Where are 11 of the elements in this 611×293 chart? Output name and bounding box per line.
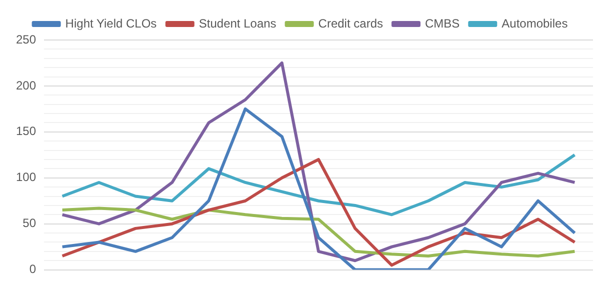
legend-label: Automobiles	[502, 16, 568, 30]
y-tick-label: 50	[22, 216, 36, 230]
y-tick-label: 150	[16, 124, 36, 138]
legend-label: Student Loans	[198, 16, 276, 30]
y-tick-label: 100	[16, 170, 36, 184]
y-tick-label: 0	[29, 262, 36, 276]
y-tick-label: 200	[16, 78, 36, 92]
legend-label: Hight Yield CLOs	[65, 16, 157, 30]
y-tick-label: 250	[16, 32, 36, 46]
legend-label: Credit cards	[318, 16, 383, 30]
legend-label: CMBS	[424, 16, 460, 30]
